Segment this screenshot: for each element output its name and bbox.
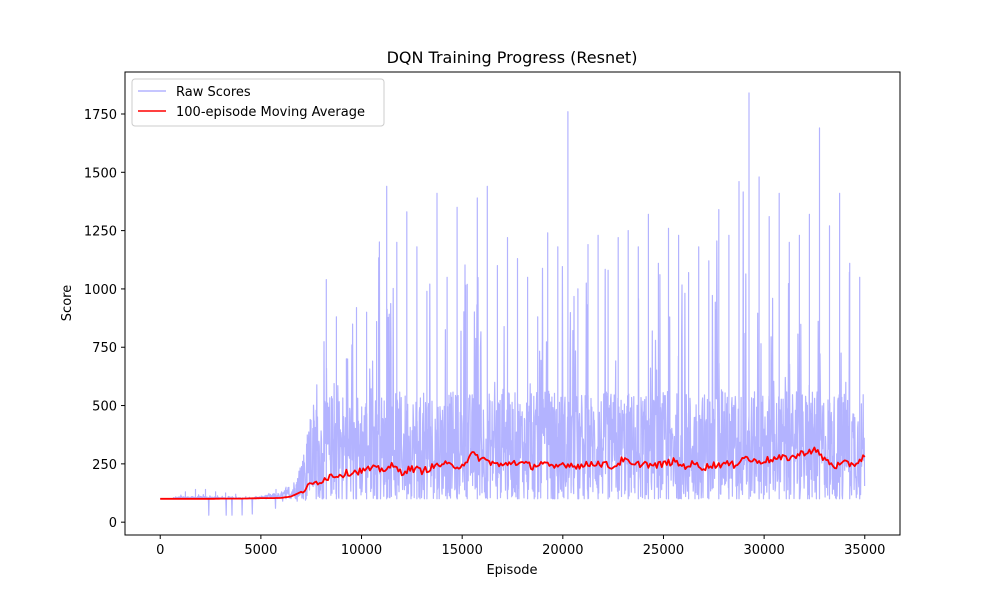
x-tick-label: 20000	[542, 543, 583, 558]
legend-moving-average-label: 100-episode Moving Average	[176, 105, 365, 120]
x-tick-label: 15000	[441, 543, 482, 558]
x-tick-label: 25000	[643, 543, 684, 558]
x-tick-label: 0	[156, 543, 164, 558]
plot-frame	[124, 71, 901, 536]
x-tick-label: 35000	[844, 543, 885, 558]
moving-average-layer	[160, 446, 866, 500]
x-tick-label: 10000	[341, 543, 382, 558]
y-tick-label: 500	[92, 400, 117, 415]
x-tick-label: 30000	[743, 543, 784, 558]
y-tick-label: 250	[92, 458, 117, 473]
moving-average-line	[160, 446, 866, 500]
raw-scores-layer	[160, 92, 866, 516]
y-tick-label: 1000	[84, 283, 117, 298]
y-axis-ticks: 0 250 500 750 1000 1250 1500 1750	[84, 108, 125, 531]
y-tick-label: 1750	[84, 108, 117, 123]
x-axis-label: Episode	[486, 563, 537, 578]
x-axis-ticks: 0 5000 10000 15000 20000 25000 30000 35000	[156, 535, 885, 558]
y-tick-label: 750	[92, 341, 117, 356]
y-tick-label: 1500	[84, 166, 117, 181]
y-tick-label: 1250	[84, 225, 117, 240]
legend: Raw Scores 100-episode Moving Average	[131, 78, 385, 127]
legend-box	[131, 78, 385, 127]
raw-scores-line	[160, 92, 866, 516]
legend-raw-scores-label: Raw Scores	[176, 85, 251, 100]
y-tick-label: 0	[109, 516, 117, 531]
x-tick-label: 5000	[244, 543, 277, 558]
y-axis-label: Score	[60, 285, 75, 321]
chart-title: DQN Training Progress (Resnet)	[387, 48, 638, 67]
